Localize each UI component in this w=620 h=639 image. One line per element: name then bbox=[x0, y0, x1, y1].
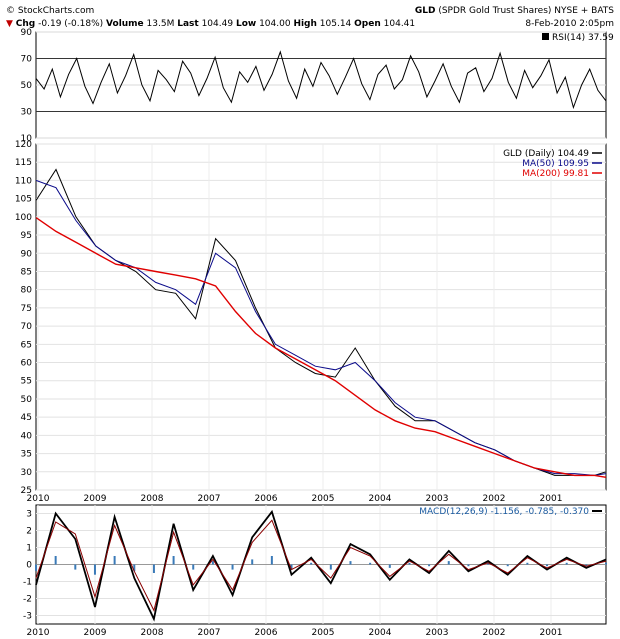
copyright-text: © StockCharts.com bbox=[6, 6, 95, 16]
macd-x-tick-label: 2009 bbox=[84, 628, 107, 638]
macd-x-tick-label: 2006 bbox=[255, 628, 278, 638]
macd-x-tick-label: 2004 bbox=[369, 628, 392, 638]
macd-tick-label: 0 bbox=[26, 561, 32, 571]
macd-tick-label: -3 bbox=[23, 612, 32, 622]
last-value: 104.49 bbox=[201, 19, 234, 29]
quote-date: 8-Feb-2010 2:05pm bbox=[525, 19, 614, 30]
low-value: 104.00 bbox=[259, 19, 291, 29]
macd-x-tick-label: 2005 bbox=[312, 628, 335, 638]
high-value: 105.14 bbox=[319, 19, 352, 29]
macd-x-tick-label: 2008 bbox=[141, 628, 164, 638]
rsi-tick-label: 70 bbox=[21, 55, 33, 65]
macd-x-tick-label: 2007 bbox=[198, 628, 221, 638]
price-tick-label: 35 bbox=[21, 450, 32, 460]
price-tick-label: 65 bbox=[21, 340, 32, 350]
open-value: 104.41 bbox=[383, 19, 416, 29]
price-legend-text: MA(50) 109.95 bbox=[522, 159, 589, 169]
macd-tick-label: -1 bbox=[23, 578, 32, 588]
copyright-notice: © StockCharts.com bbox=[6, 6, 94, 17]
price-tick-label: 40 bbox=[21, 431, 33, 441]
rsi-tick-label: 50 bbox=[21, 81, 33, 91]
date-text: 8-Feb-2010 2:05pm bbox=[525, 19, 614, 29]
ma200-line bbox=[35, 217, 607, 478]
macd-x-tick-label: 2001 bbox=[540, 628, 563, 638]
price-tick-label: 30 bbox=[21, 468, 33, 478]
price-panel-frame bbox=[35, 143, 607, 491]
price-x-tick-label: 2008 bbox=[141, 494, 164, 504]
price-tick-label: 60 bbox=[21, 359, 33, 369]
price-tick-label: 110 bbox=[15, 176, 32, 186]
macd-tick-label: 3 bbox=[26, 510, 32, 520]
rsi-tick-label: 10 bbox=[21, 134, 33, 144]
rsi-legend-text: RSI(14) 37.59 bbox=[552, 33, 614, 43]
price-tick-label: 75 bbox=[21, 304, 32, 314]
volume-value: 13.5M bbox=[146, 19, 175, 29]
price-tick-label: 85 bbox=[21, 267, 32, 277]
macd-x-tick-label: 2002 bbox=[483, 628, 506, 638]
price-tick-label: 50 bbox=[21, 395, 33, 405]
high-label: High bbox=[293, 19, 317, 29]
low-label: Low bbox=[235, 19, 257, 29]
price-tick-label: 90 bbox=[21, 249, 33, 259]
price-x-tick-label: 2006 bbox=[255, 494, 278, 504]
symbol: GLD bbox=[414, 6, 436, 16]
symbol-title: GLD (SPDR Gold Trust Shares) NYSE + BATS bbox=[415, 6, 614, 17]
price-x-tick-label: 2010 bbox=[27, 494, 50, 504]
price-x-tick-label: 2005 bbox=[312, 494, 335, 504]
price-legend-text: MA(200) 99.81 bbox=[522, 169, 589, 179]
company-name: (SPDR Gold Trust Shares) NYSE + BATS bbox=[438, 6, 614, 16]
volume-label: Volume bbox=[106, 19, 144, 29]
price-tick-label: 25 bbox=[21, 486, 32, 496]
last-label: Last bbox=[177, 19, 199, 29]
rsi-tick-label: 30 bbox=[21, 108, 33, 118]
price-tick-label: 115 bbox=[15, 158, 32, 168]
quote-line: ▼ Chg -0.19 (-0.18%) Volume 13.5M Last 1… bbox=[6, 19, 415, 30]
price-tick-label: 70 bbox=[21, 322, 33, 332]
rsi-line bbox=[35, 50, 607, 110]
price-tick-label: 100 bbox=[15, 213, 32, 223]
price-tick-label: 45 bbox=[21, 413, 32, 423]
rsi-tick-label: 90 bbox=[21, 28, 33, 38]
change-marker: ▼ bbox=[6, 19, 13, 29]
price-tick-label: 55 bbox=[21, 377, 32, 387]
macd-tick-label: 1 bbox=[26, 544, 32, 554]
macd-signal-line bbox=[35, 519, 607, 612]
rsi-legend-swatch bbox=[542, 33, 549, 40]
price-x-tick-label: 2003 bbox=[426, 494, 449, 504]
chg-value: -0.19 (-0.18%) bbox=[38, 19, 104, 29]
price-tick-label: 80 bbox=[21, 286, 33, 296]
price-x-tick-label: 2007 bbox=[198, 494, 221, 504]
price-x-tick-label: 2002 bbox=[483, 494, 506, 504]
price-x-tick-label: 2001 bbox=[540, 494, 563, 504]
price-x-tick-label: 2004 bbox=[369, 494, 392, 504]
price-tick-label: 120 bbox=[15, 140, 32, 150]
macd-x-tick-label: 2003 bbox=[426, 628, 449, 638]
chg-label: Chg bbox=[15, 19, 36, 29]
macd-tick-label: -2 bbox=[23, 595, 32, 605]
macd-line bbox=[35, 509, 607, 622]
price-tick-label: 95 bbox=[21, 231, 32, 241]
open-label: Open bbox=[354, 19, 381, 29]
macd-legend-text: MACD(12,26,9) -1.156, -0.785, -0.370 bbox=[419, 507, 589, 517]
macd-x-tick-label: 2010 bbox=[27, 628, 50, 638]
price-tick-label: 105 bbox=[15, 195, 32, 205]
price-x-tick-label: 2009 bbox=[84, 494, 107, 504]
price-legend-text: GLD (Daily) 104.49 bbox=[503, 149, 589, 159]
macd-tick-label: 2 bbox=[26, 527, 32, 537]
